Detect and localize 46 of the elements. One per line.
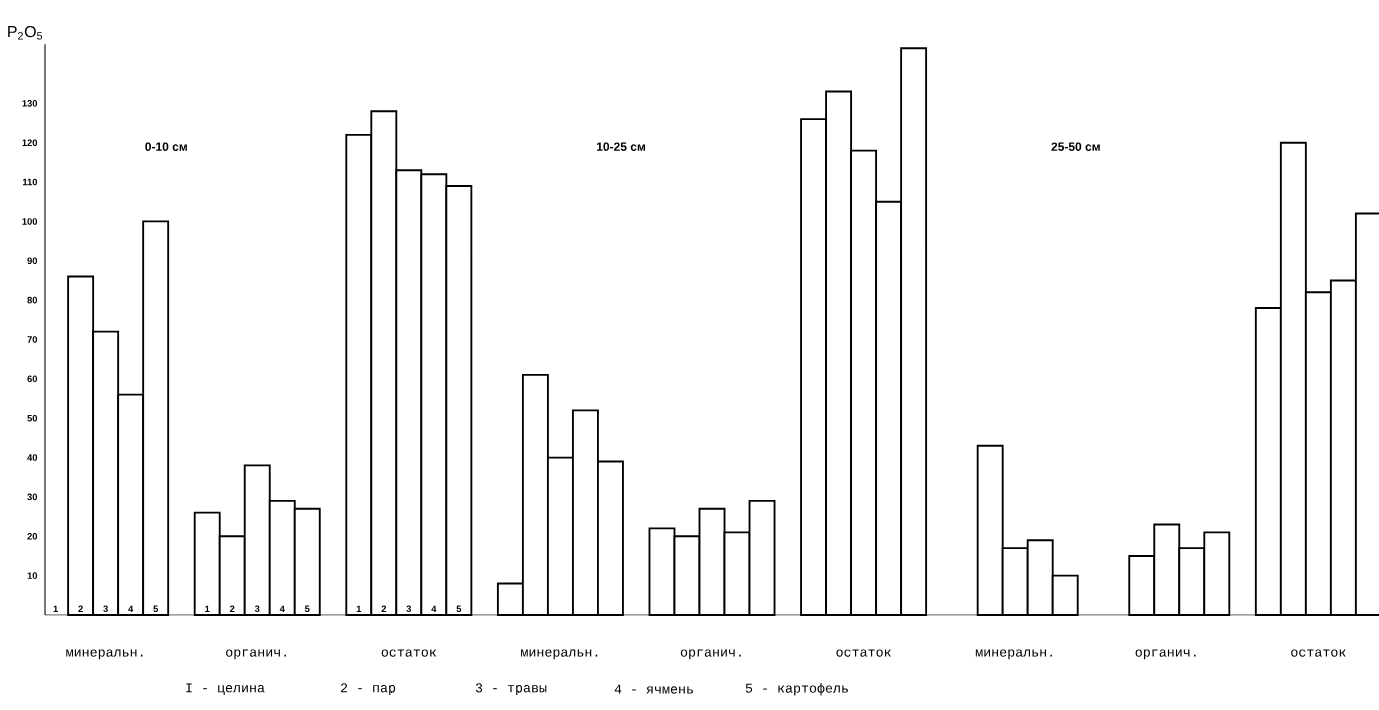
- text: 2: [381, 605, 387, 613]
- y-tick-label: 90: [27, 257, 38, 265]
- x-tick-label: минеральн.: [975, 649, 1052, 660]
- text: 3: [406, 605, 412, 613]
- y-tick-label: 130: [22, 100, 38, 107]
- series-label: 3: [103, 605, 108, 613]
- text: 4: [431, 605, 437, 613]
- y-tick-label: 110: [22, 178, 38, 186]
- text: 1: [356, 605, 362, 613]
- x-tick-label: остаток: [836, 649, 891, 657]
- series-label: 5: [153, 605, 159, 613]
- text: 2 - пар: [340, 683, 396, 696]
- annotation: 0-10 см: [145, 142, 187, 151]
- y-tick-label: 50: [27, 414, 38, 422]
- series-label: 2: [78, 605, 83, 613]
- y-tick-label: 60: [27, 375, 38, 383]
- y-tick-label: 80: [27, 296, 38, 304]
- y-tick-label: 70: [27, 336, 38, 343]
- y-tick-label: 30: [27, 493, 38, 501]
- text: 5: [456, 605, 462, 613]
- y-tick-label: 120: [22, 139, 38, 147]
- y-tick-label: 100: [22, 218, 38, 225]
- text: 4: [279, 605, 285, 613]
- x-tick-label: минеральн.: [66, 649, 143, 660]
- x-tick-label: остаток: [381, 649, 437, 657]
- x-tick-label: минеральн.: [521, 649, 598, 660]
- text: 3: [254, 605, 260, 613]
- annotation: 10-25 см: [597, 142, 645, 151]
- y-tick-label: 20: [27, 532, 38, 540]
- annotation: 25-50 см: [1051, 142, 1100, 151]
- x-tick-label: остаток: [1291, 649, 1346, 657]
- x-tick-label: органич.: [226, 649, 286, 660]
- x-tick-label: органич.: [1135, 649, 1196, 660]
- text: 3 - травы: [475, 683, 547, 696]
- text: 5: [304, 605, 310, 613]
- text: 4 - ячмень: [614, 684, 693, 694]
- text: 2: [229, 605, 235, 613]
- x-tick-label: органич.: [680, 649, 741, 660]
- text: I - целина: [186, 683, 265, 695]
- text: 5 - картофель: [745, 682, 848, 696]
- y-tick-label: 40: [27, 454, 38, 461]
- y-axis-title: P$_{2}$O$_{5}$: [8, 25, 43, 40]
- text: 1: [53, 605, 58, 613]
- series-label: 1: [205, 605, 210, 613]
- series-label: 4: [128, 605, 134, 613]
- y-tick-label: 10: [27, 572, 38, 579]
